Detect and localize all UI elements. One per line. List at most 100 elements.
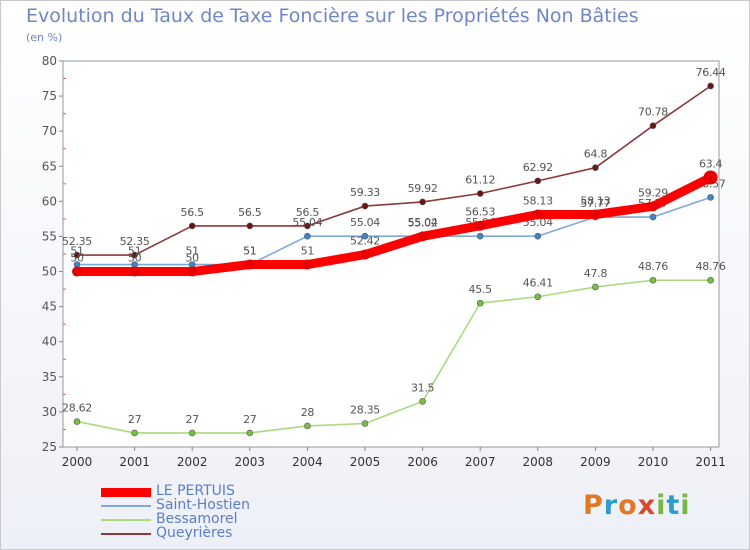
data-label-queyri-res: 52.35 bbox=[62, 235, 92, 248]
data-point-le-pertuis bbox=[475, 220, 486, 231]
data-label-le-pertuis: 59.29 bbox=[638, 186, 668, 199]
data-label-bessamorel: 46.41 bbox=[523, 277, 553, 290]
data-point-bessamorel bbox=[476, 299, 484, 307]
data-point-bessamorel bbox=[246, 429, 254, 437]
data-label-queyri-res: 52.35 bbox=[120, 235, 150, 248]
data-point-le-pertuis bbox=[302, 259, 313, 270]
data-label-queyri-res: 70.78 bbox=[638, 106, 668, 119]
data-label-le-pertuis: 51 bbox=[301, 245, 314, 258]
data-label-bessamorel: 28 bbox=[301, 406, 315, 419]
data-label-le-pertuis: 56.53 bbox=[465, 206, 495, 219]
y-tick-label: 70 bbox=[42, 124, 57, 138]
data-label-le-pertuis: 51 bbox=[243, 245, 256, 258]
x-tick-label: 2007 bbox=[465, 455, 496, 469]
chart-unit-label: (en %) bbox=[26, 31, 63, 44]
data-label-le-pertuis: 50 bbox=[185, 252, 199, 265]
data-label-le-pertuis: 58.13 bbox=[523, 194, 553, 207]
data-point-queyri-res bbox=[361, 202, 369, 210]
data-point-bessamorel bbox=[419, 398, 426, 405]
data-point-le-pertuis bbox=[703, 170, 718, 185]
data-point-le-pertuis bbox=[72, 266, 82, 277]
data-label-saint-hostien: 51 bbox=[70, 245, 83, 258]
legend-label: LE PERTUIS bbox=[156, 483, 235, 499]
x-tick-label: 2004 bbox=[292, 455, 323, 469]
y-tick-label: 25 bbox=[42, 440, 57, 454]
plot-area bbox=[62, 60, 720, 448]
x-tick-label: 2010 bbox=[638, 455, 669, 469]
data-point-saint-hostien bbox=[304, 232, 311, 240]
legend-swatch-bessamorel bbox=[101, 519, 151, 521]
data-point-le-pertuis bbox=[244, 259, 255, 270]
legend-label: Queyrières bbox=[156, 525, 233, 541]
data-label-bessamorel: 48.76 bbox=[696, 260, 726, 273]
data-point-bessamorel bbox=[188, 429, 196, 437]
data-label-queyri-res: 56.5 bbox=[238, 206, 262, 219]
data-point-bessamorel bbox=[361, 420, 369, 427]
data-label-le-pertuis: 50 bbox=[70, 252, 84, 265]
y-tick-label: 30 bbox=[42, 405, 57, 419]
data-label-queyri-res: 56.5 bbox=[181, 206, 205, 219]
series-line-bessamorel bbox=[76, 279, 712, 434]
data-point-queyri-res bbox=[592, 164, 599, 171]
proxiti-logo: Proxiti bbox=[583, 490, 691, 521]
legend-swatch-saint-hostien bbox=[101, 505, 151, 507]
data-label-queyri-res: 64.8 bbox=[584, 148, 608, 161]
data-point-saint-hostien bbox=[476, 232, 484, 240]
data-point-queyri-res bbox=[419, 198, 426, 206]
data-label-bessamorel: 48.76 bbox=[638, 260, 668, 273]
y-tick-label: 35 bbox=[42, 370, 57, 384]
data-point-queyri-res bbox=[246, 222, 254, 230]
data-point-le-pertuis bbox=[648, 201, 658, 212]
data-label-queyri-res: 59.92 bbox=[408, 182, 438, 195]
data-label-le-pertuis: 52.42 bbox=[350, 235, 380, 248]
data-label-queyri-res: 59.33 bbox=[350, 186, 380, 199]
data-point-queyri-res bbox=[188, 222, 196, 230]
series-line-le-pertuis bbox=[72, 173, 716, 277]
data-label-saint-hostien: 51 bbox=[185, 245, 198, 258]
data-point-queyri-res bbox=[131, 251, 138, 259]
y-tick-label: 45 bbox=[42, 300, 57, 314]
data-label-saint-hostien: 55.04 bbox=[350, 216, 380, 229]
data-label-saint-hostien: 51 bbox=[243, 245, 256, 258]
data-label-bessamorel: 28.62 bbox=[62, 402, 92, 415]
x-tick-label: 2008 bbox=[523, 455, 554, 469]
data-point-le-pertuis bbox=[590, 209, 601, 220]
chart-title: Evolution du Taux de Taxe Foncière sur l… bbox=[26, 5, 639, 27]
data-label-bessamorel: 28.35 bbox=[350, 403, 380, 416]
y-tick-label: 60 bbox=[42, 194, 57, 208]
x-tick-label: 2006 bbox=[407, 455, 438, 469]
data-label-bessamorel: 27 bbox=[185, 413, 199, 426]
data-point-saint-hostien bbox=[534, 232, 542, 240]
series-line-queyri-res bbox=[76, 85, 712, 256]
line-chart: 25 30 35 40 45 50 55 60 65 70 75 80 2000 2001 2002 2003… bbox=[42, 54, 726, 469]
data-label-saint-hostien: 55.04 bbox=[408, 216, 438, 229]
legend-swatch-queyrieres bbox=[101, 533, 151, 535]
data-label-queyri-res: 56.5 bbox=[296, 206, 320, 219]
data-point-le-pertuis bbox=[360, 249, 370, 260]
data-label-le-pertuis: 58.13 bbox=[580, 194, 610, 207]
data-point-queyri-res bbox=[707, 82, 714, 90]
data-point-queyri-res bbox=[534, 177, 542, 185]
data-label-saint-hostien: 51 bbox=[128, 245, 141, 258]
y-tick-label: 75 bbox=[42, 89, 57, 103]
data-label-queyri-res: 62.92 bbox=[523, 161, 553, 174]
legend-label: Saint-Hostien bbox=[156, 497, 251, 513]
data-point-le-pertuis bbox=[129, 266, 140, 277]
x-tick-label: 2002 bbox=[177, 455, 208, 469]
x-tick-label: 2005 bbox=[350, 455, 381, 469]
x-tick-label: 2009 bbox=[580, 455, 611, 469]
data-point-bessamorel bbox=[592, 283, 599, 291]
data-point-le-pertuis bbox=[417, 231, 428, 242]
data-label-saint-hostien: 55.04 bbox=[292, 216, 322, 229]
data-label-bessamorel: 47.8 bbox=[584, 267, 608, 280]
y-tick-label: 80 bbox=[42, 54, 57, 68]
data-label-bessamorel: 27 bbox=[243, 413, 257, 426]
y-tick-label: 40 bbox=[42, 335, 57, 349]
data-point-bessamorel bbox=[534, 293, 542, 301]
x-tick-label: 2000 bbox=[62, 455, 93, 469]
data-label-bessamorel: 31.5 bbox=[411, 381, 435, 394]
data-point-bessamorel bbox=[707, 276, 714, 284]
data-point-bessamorel bbox=[73, 418, 81, 425]
data-label-le-pertuis: 55.02 bbox=[408, 216, 438, 229]
